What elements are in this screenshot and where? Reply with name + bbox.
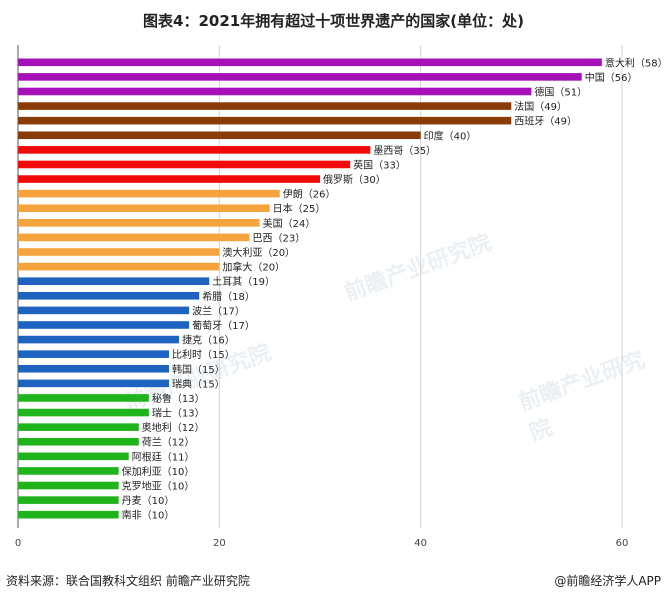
data-label: 澳大利亚（20） bbox=[222, 246, 295, 259]
bar bbox=[18, 262, 220, 271]
bar bbox=[18, 175, 320, 183]
data-label: 中国（56） bbox=[585, 71, 638, 84]
data-label: 葡萄牙（17） bbox=[192, 319, 255, 332]
bar bbox=[18, 160, 351, 169]
bar bbox=[18, 277, 210, 285]
bar bbox=[18, 496, 119, 504]
data-label: 法国（49） bbox=[514, 100, 567, 113]
bar bbox=[18, 306, 190, 315]
data-label: 奥地利（12） bbox=[142, 421, 205, 434]
bar bbox=[18, 423, 139, 431]
bar bbox=[18, 233, 250, 242]
data-label: 墨西哥（35） bbox=[373, 145, 436, 157]
data-label: 秘鲁（13） bbox=[152, 392, 205, 405]
chart-title: 图表4：2021年拥有超过十项世界遗产的国家(单位：处) bbox=[143, 12, 524, 30]
x-tick-label: 60 bbox=[616, 538, 629, 549]
bar bbox=[18, 87, 532, 96]
bar bbox=[18, 394, 149, 402]
data-label: 日本（25） bbox=[273, 202, 326, 215]
data-label: 英国（33） bbox=[353, 158, 406, 171]
bar bbox=[18, 350, 169, 358]
x-tick-label: 20 bbox=[213, 538, 226, 549]
data-label: 瑞典（15） bbox=[172, 377, 225, 390]
data-label: 阿根廷（11） bbox=[132, 450, 195, 463]
data-label: 丹麦（10） bbox=[122, 495, 175, 507]
bar bbox=[18, 131, 421, 140]
data-label: 比利时（15） bbox=[172, 349, 235, 361]
data-label: 克罗地亚（10） bbox=[122, 480, 195, 493]
data-label: 俄罗斯（30） bbox=[323, 173, 386, 186]
bar bbox=[18, 437, 139, 446]
data-label: 保加利亚（10） bbox=[122, 465, 195, 478]
data-label: 希腊（18） bbox=[202, 290, 255, 303]
bar bbox=[18, 204, 270, 213]
data-label: 印度（40） bbox=[424, 129, 477, 142]
data-label: 波兰（17） bbox=[192, 304, 245, 317]
data-label: 伊朗（26） bbox=[283, 189, 336, 201]
data-label: 捷克（16） bbox=[182, 334, 235, 347]
bar bbox=[18, 321, 190, 329]
x-tick-label: 0 bbox=[15, 538, 21, 549]
data-label: 美国（24） bbox=[263, 217, 316, 230]
bar bbox=[18, 467, 119, 475]
source-note: 资料来源：联合国教科文组织 前瞻产业研究院 bbox=[6, 574, 250, 588]
bar bbox=[18, 335, 180, 344]
data-label: 西班牙（49） bbox=[514, 116, 577, 128]
bar bbox=[18, 219, 260, 227]
bar bbox=[18, 408, 149, 417]
bar bbox=[18, 189, 280, 198]
data-label: 韩国（15） bbox=[172, 363, 225, 376]
bar bbox=[18, 481, 119, 490]
bar bbox=[18, 379, 169, 388]
data-label: 巴西（23） bbox=[253, 232, 306, 244]
data-label: 土耳其（19） bbox=[212, 275, 275, 288]
data-label: 荷兰（12） bbox=[142, 436, 195, 449]
data-label: 瑞士（13） bbox=[152, 407, 205, 420]
data-label: 意大利（58） bbox=[605, 56, 667, 69]
bar bbox=[18, 248, 220, 256]
bar bbox=[18, 116, 512, 125]
bar bbox=[18, 102, 512, 110]
data-label: 德国（51） bbox=[534, 85, 587, 98]
bar bbox=[18, 510, 119, 519]
bar bbox=[18, 364, 169, 373]
data-label: 南非（10） bbox=[122, 509, 175, 522]
brand-credit: @前瞻经济学人APP bbox=[554, 574, 661, 588]
x-tick-label: 40 bbox=[414, 538, 427, 549]
bar bbox=[18, 292, 200, 300]
bar bbox=[18, 146, 371, 154]
bar-chart: 0 20 40 60 意大利（58） 中国（56）德国（51） 法国（49） 西班牙（49） 印… bbox=[15, 45, 667, 549]
data-label: 加拿大（20） bbox=[222, 261, 285, 274]
bar bbox=[18, 452, 129, 461]
bar bbox=[18, 73, 582, 81]
bar bbox=[18, 58, 602, 67]
